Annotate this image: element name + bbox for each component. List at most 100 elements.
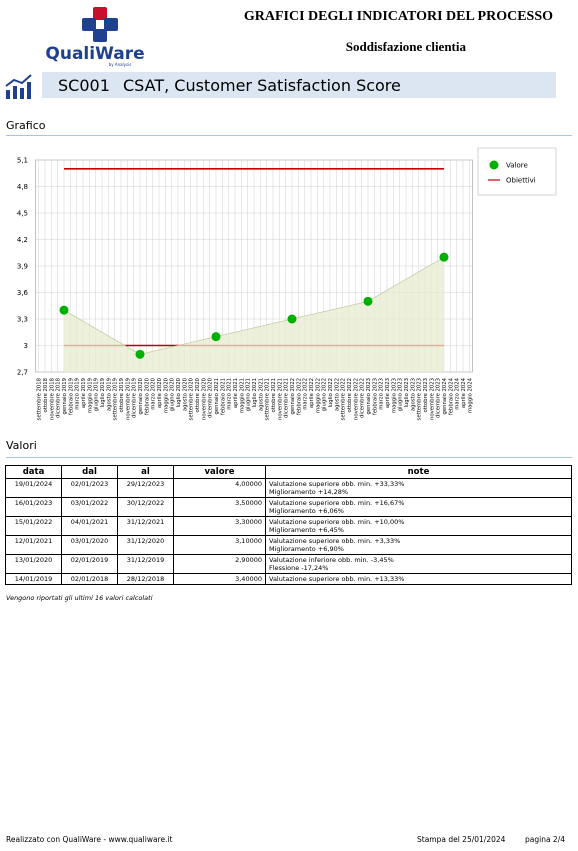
note-line: Miglioramento +14,28% — [269, 488, 349, 496]
table-row: 15/01/2022 04/01/2021 31/12/2021 3,30000 Val… — [5, 516, 572, 536]
table-cell: 13/01/2020 — [5, 554, 62, 574]
x-tick-label: febbraio 2022 — [296, 378, 302, 415]
logo-text: QualiWare — [45, 44, 144, 64]
x-tick-label: maggio 2019 — [87, 378, 93, 413]
x-tick-label: novembre 2019 — [125, 378, 131, 420]
x-tick-label: ottobre 2020 — [195, 377, 201, 412]
x-tick-label: ottobre 2018 — [43, 377, 49, 412]
table-cell: 31/12/2020 — [117, 535, 174, 555]
table-cell: 15/01/2022 — [5, 516, 62, 536]
table-row: 16/01/2023 03/01/2022 30/12/2022 3,50000 Val… — [5, 497, 572, 517]
note-cell: Valutazione superiore obb. min. +13,33% — [265, 573, 572, 585]
note-line: Miglioramento +6,90% — [269, 545, 344, 553]
x-tick-label: gennaio 2023 — [366, 378, 372, 414]
values-table: data dal al valore note 19/01/2024 02/01/2023… — [5, 465, 572, 585]
x-tick-label: agosto 2019 — [106, 378, 112, 411]
value-point — [59, 305, 69, 315]
x-tick-label: settembre 2021 — [265, 378, 271, 420]
indicator-code: SC001 — [58, 76, 110, 95]
table-row: 14/01/2019 02/01/2018 28/12/2018 3,40000 Val… — [5, 573, 572, 585]
x-tick-label: settembre 2023 — [417, 378, 423, 420]
x-tick-label: maggio 2024 — [467, 377, 473, 413]
logo-square — [93, 7, 107, 20]
section-title: Valori — [6, 439, 37, 452]
x-tick-label: giugno 2020 — [170, 377, 176, 411]
table-row: 12/01/2021 03/01/2020 31/12/2020 3,10000 Val… — [5, 535, 572, 555]
logo-square — [82, 18, 96, 31]
indicator-icon — [5, 74, 32, 99]
y-tick-label: 4,8 — [17, 183, 28, 191]
value-point — [211, 332, 221, 342]
x-tick-label: novembre 2022 — [353, 378, 359, 420]
x-tick-label: settembre 2020 — [189, 377, 195, 420]
value-line — [63, 256, 445, 355]
x-tick-label: dicembre 2018 — [56, 377, 62, 418]
x-tick-label: marzo 2024 — [455, 377, 461, 409]
table-cell: 14/01/2019 — [5, 573, 62, 585]
subtitle: Soddisfazione clientia — [345, 39, 466, 54]
x-tick-label: gennaio 2020 — [138, 377, 144, 414]
note-cell: Valutazione inferiore obb. min. -3,45% Fl… — [265, 554, 572, 574]
x-tick-label: gennaio 2024 — [442, 377, 448, 414]
x-tick-label: novembre 2018 — [49, 377, 55, 420]
table-cell: 2,90000 — [173, 554, 266, 574]
x-tick-label: agosto 2020 — [182, 377, 188, 411]
table-cell: 31/12/2021 — [117, 516, 174, 536]
note-line: Valutazione inferiore obb. min. -3,45% — [269, 556, 394, 564]
x-tick-label: maggio 2021 — [239, 378, 245, 413]
x-tick-label: dicembre 2022 — [360, 378, 366, 418]
x-tick-label: agosto 2021 — [258, 378, 264, 411]
table-cell: 03/01/2020 — [61, 535, 118, 555]
table-cell: 12/01/2021 — [5, 535, 62, 555]
x-tick-label: aprile 2019 — [81, 378, 87, 408]
legend: Valore Obiettivi — [477, 147, 557, 196]
table-row: 13/01/2020 02/01/2019 31/12/2019 2,90000 Val… — [5, 554, 572, 574]
x-tick-label: gennaio 2019 — [62, 378, 68, 414]
value-point — [363, 296, 373, 306]
x-tick-label: febbraio 2021 — [220, 378, 226, 415]
table-cell: 3,10000 — [173, 535, 266, 555]
table-cell: 31/12/2019 — [117, 554, 174, 574]
y-tick-label: 2,7 — [17, 369, 28, 377]
footer-print-date: Stampa del 25/01/2024 — [417, 835, 506, 844]
logo: QualiWare by Analysis — [45, 7, 145, 67]
x-tick-label: ottobre 2023 — [423, 378, 429, 412]
x-tick-label: agosto 2022 — [334, 378, 340, 411]
title: GRAFICI DEGLI INDICATORI DEL PROCESSO — [243, 9, 553, 24]
x-tick-label: marzo 2022 — [303, 378, 309, 410]
x-tick-label: gennaio 2021 — [214, 378, 220, 414]
table-cell: 02/01/2023 — [61, 478, 118, 498]
legend-swatch — [489, 160, 499, 170]
note-cell: Valutazione superiore obb. min. +33,33% M… — [265, 478, 572, 498]
value-point — [287, 314, 297, 324]
note-line: Valutazione superiore obb. min. +10,00% — [269, 518, 405, 526]
y-tick-label: 5,1 — [17, 157, 28, 165]
x-tick-label: marzo 2021 — [227, 378, 233, 410]
indicator-band — [42, 72, 556, 98]
icon-bar — [6, 90, 10, 99]
x-tick-label: luglio 2022 — [328, 378, 334, 408]
column-header: valore — [173, 465, 266, 479]
x-tick-label: aprile 2022 — [309, 378, 315, 408]
table-cell: 28/12/2018 — [117, 573, 174, 585]
x-tick-label: aprile 2021 — [233, 378, 239, 408]
x-tick-label: febbraio 2024 — [448, 377, 454, 415]
x-tick-label: giugno 2021 — [246, 378, 252, 411]
table-cell: 29/12/2023 — [117, 478, 174, 498]
x-tick-label: agosto 2023 — [410, 378, 416, 411]
x-tick-label: gennaio 2022 — [290, 378, 296, 414]
x-tick-label: settembre 2019 — [113, 378, 119, 420]
y-tick-label: 3,9 — [17, 263, 28, 271]
x-tick-label: dicembre 2023 — [436, 378, 442, 418]
value-area — [63, 257, 444, 372]
x-tick-label: giugno 2022 — [322, 378, 328, 411]
table-cell: 3,30000 — [173, 516, 266, 536]
table-cell: 3,40000 — [173, 573, 266, 585]
table-cell: 4,00000 — [173, 478, 266, 498]
note-line: Valutazione superiore obb. min. +33,33% — [269, 480, 405, 488]
legend-label: Obiettivi — [506, 177, 536, 185]
table-cell: 04/01/2021 — [61, 516, 118, 536]
x-tick-label: febbraio 2020 — [144, 377, 150, 415]
table-cell: 30/12/2022 — [117, 497, 174, 517]
